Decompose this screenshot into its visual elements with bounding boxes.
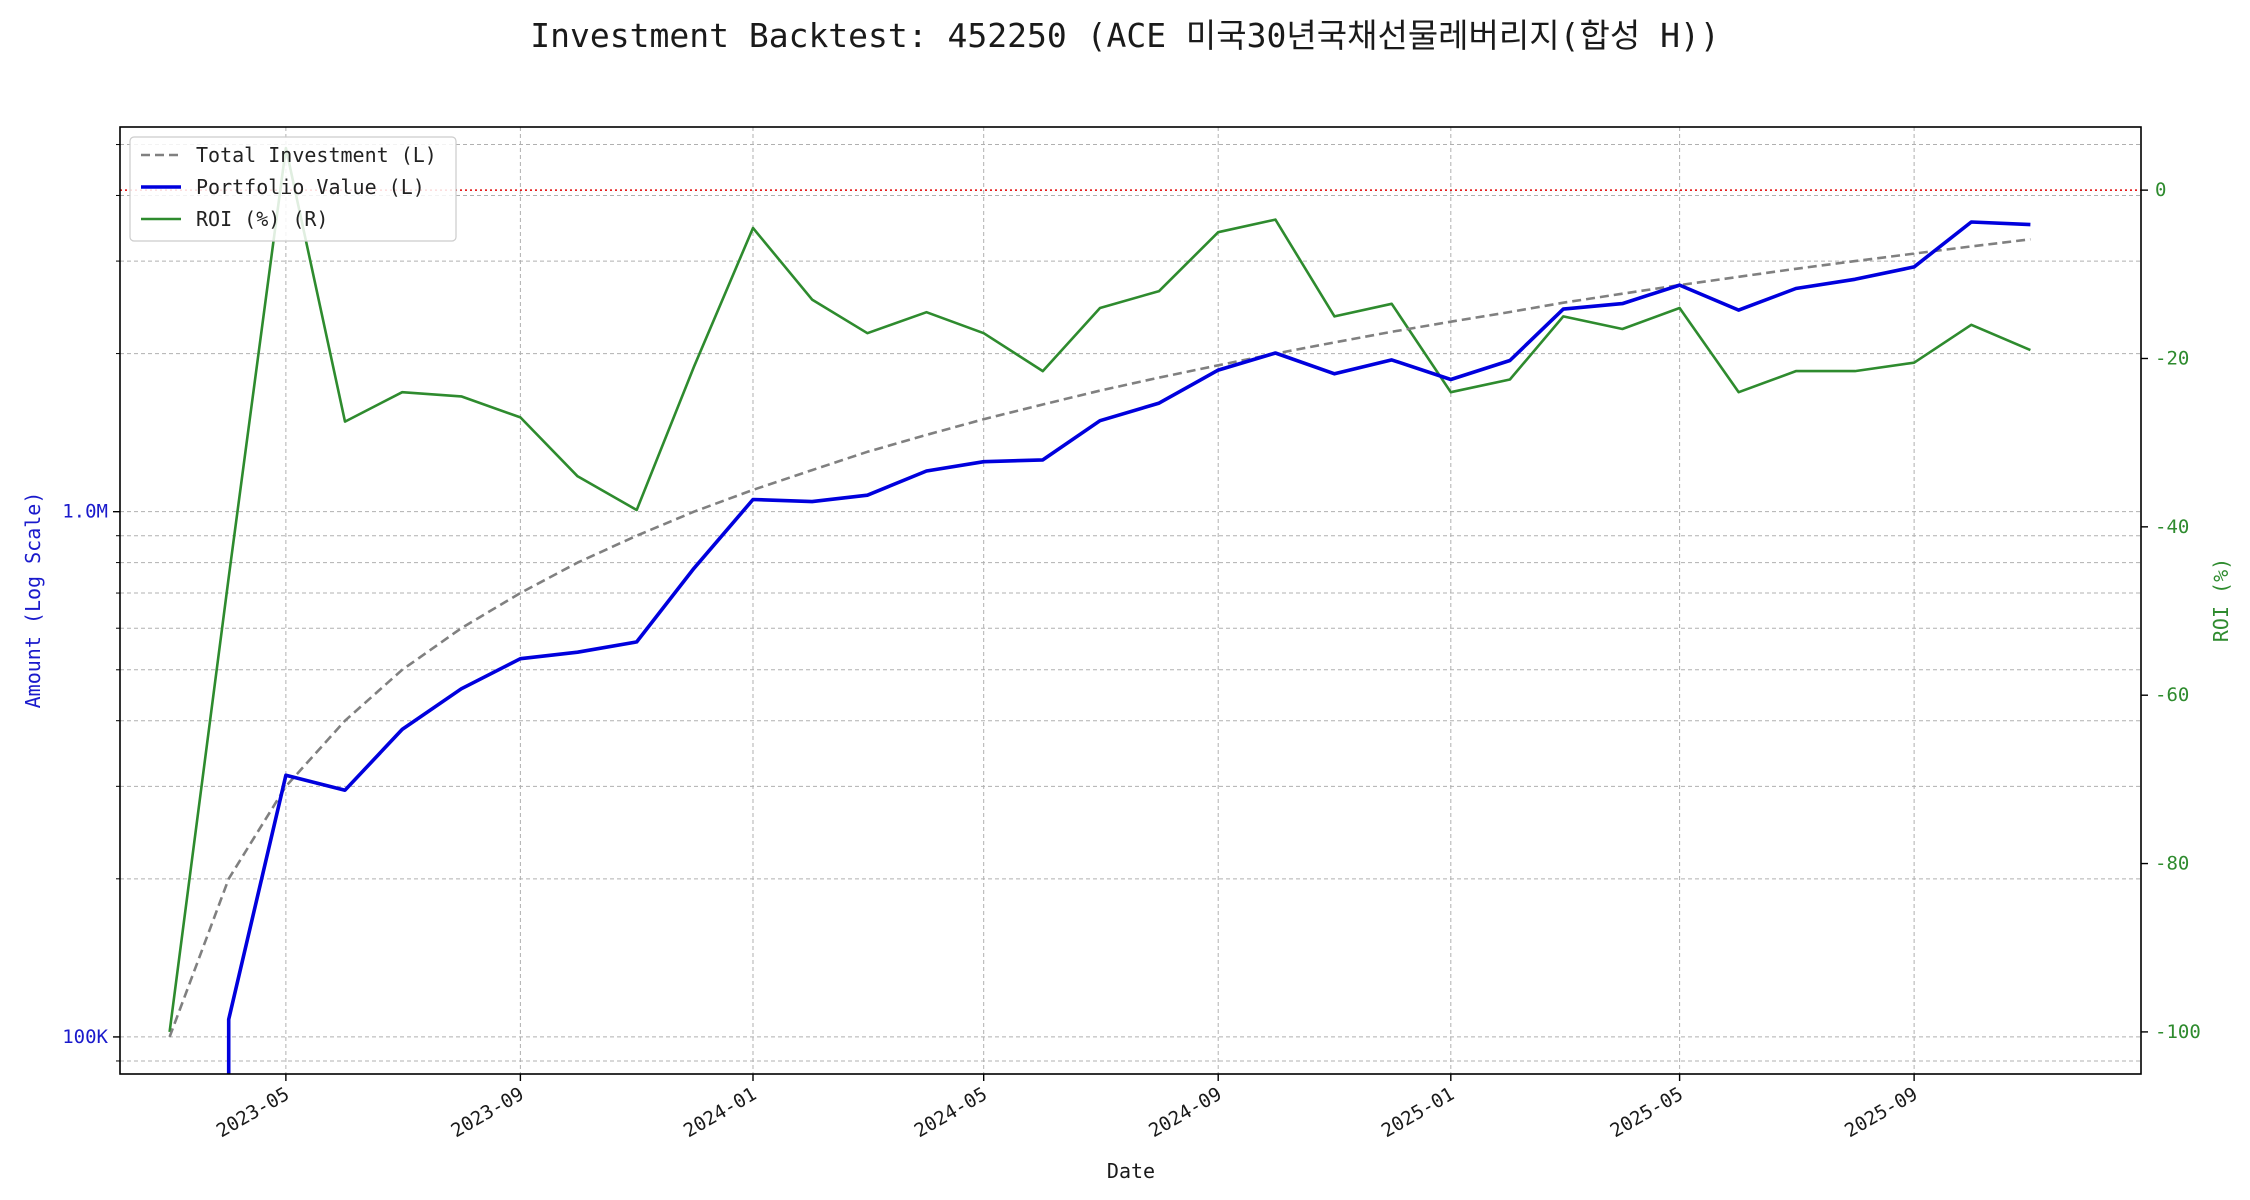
x-tick-label: 2023-05 <box>213 1083 293 1142</box>
series-roi <box>168 146 2031 1033</box>
x-tick-label: 2024-01 <box>680 1083 760 1142</box>
y-right-tick-label: -100 <box>2155 1021 2201 1043</box>
y-right-tick-label: 0 <box>2155 179 2166 201</box>
legend-label-investment: Total Investment (L) <box>196 143 437 167</box>
x-axis-label: Date <box>1107 1159 1155 1183</box>
series-layer <box>168 146 2031 1074</box>
x-tick-label: 2025-09 <box>1841 1083 1921 1142</box>
legend: Total Investment (L) Portfolio Value (L)… <box>129 136 457 242</box>
series-total-investment <box>168 238 2031 1038</box>
y-axis-left-label: Amount (Log Scale) <box>21 492 45 709</box>
legend-label-roi: ROI (%) (R) <box>196 207 328 231</box>
y-axis-right: 0 -20 -40 -60 -80 -100 <box>2141 179 2201 1043</box>
x-axis: 2023-05 2023-09 2024-01 2024-05 2024-09 2025-… <box>213 1074 1921 1142</box>
y-right-tick-label: -80 <box>2155 853 2189 875</box>
legend-box <box>129 136 457 242</box>
y-left-tick-label: 1.0M <box>62 501 108 523</box>
y-right-tick-label: -60 <box>2155 684 2189 706</box>
x-tick-label: 2025-01 <box>1378 1083 1458 1142</box>
plot-frame <box>119 126 2142 1075</box>
y-left-tick-label: 100K <box>62 1026 108 1048</box>
y-right-tick-label: -40 <box>2155 516 2189 538</box>
legend-label-portfolio: Portfolio Value (L) <box>196 175 425 199</box>
y-axis-left: 100K 1.0M <box>62 144 120 1062</box>
y-axis-right-label: ROI (%) <box>2209 558 2233 642</box>
x-tick-label: 2023-09 <box>447 1083 527 1142</box>
series-portfolio-value <box>226 220 2031 1074</box>
x-tick-label: 2024-05 <box>911 1083 991 1142</box>
x-tick-label: 2025-05 <box>1607 1083 1687 1142</box>
y-right-tick-label: -20 <box>2155 347 2189 369</box>
x-tick-label: 2024-09 <box>1145 1083 1225 1142</box>
chart-title: Investment Backtest: 452250 (ACE 미국30년국채… <box>530 16 1719 55</box>
grid-layer <box>120 127 2141 1074</box>
